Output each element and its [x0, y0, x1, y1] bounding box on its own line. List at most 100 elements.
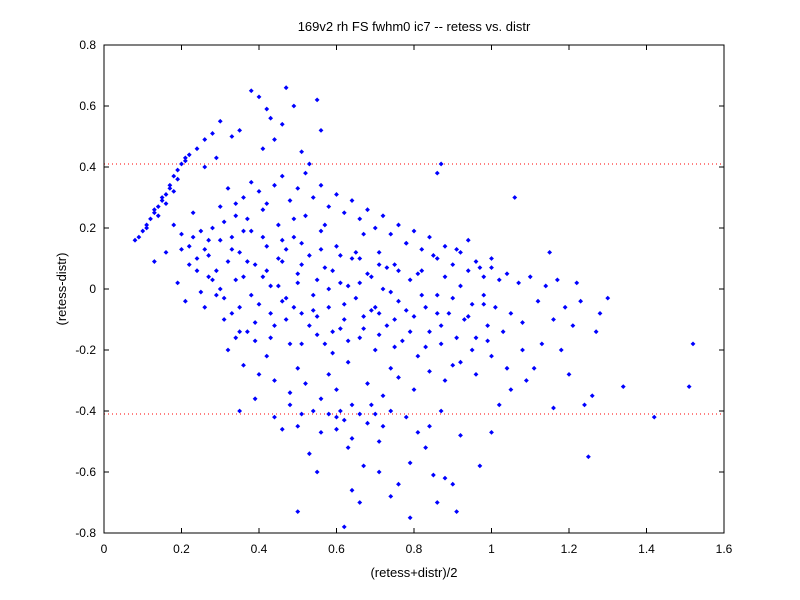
- data-point: [252, 338, 258, 344]
- data-point: [345, 338, 351, 344]
- data-point: [489, 353, 494, 359]
- data-point: [523, 378, 529, 383]
- data-point: [144, 225, 150, 231]
- data-point: [213, 155, 219, 161]
- data-point: [368, 307, 374, 313]
- data-point: [345, 445, 351, 450]
- data-point: [520, 347, 525, 353]
- x-tick-label: 0.6: [328, 542, 345, 556]
- data-point: [182, 298, 188, 304]
- data-point: [264, 268, 270, 274]
- data-point: [477, 463, 483, 469]
- data-point: [318, 228, 324, 234]
- data-point: [361, 314, 367, 319]
- data-point: [229, 234, 235, 240]
- data-point: [461, 317, 467, 322]
- data-point: [372, 225, 378, 231]
- data-point: [310, 195, 316, 200]
- data-point: [396, 268, 401, 274]
- data-point: [458, 283, 463, 289]
- data-point: [543, 283, 549, 289]
- data-point: [256, 189, 262, 194]
- data-point: [206, 237, 212, 243]
- data-point: [283, 246, 289, 252]
- data-point: [283, 317, 289, 322]
- data-point: [380, 423, 386, 429]
- data-point: [248, 292, 254, 298]
- data-point: [190, 210, 196, 216]
- data-point: [314, 469, 320, 475]
- data-point: [314, 277, 320, 283]
- data-point: [349, 198, 355, 203]
- data-point: [287, 198, 293, 203]
- data-point: [322, 341, 328, 347]
- data-point: [221, 219, 227, 225]
- data-point: [403, 307, 409, 313]
- data-point: [233, 277, 239, 283]
- data-point: [597, 311, 603, 316]
- data-point: [458, 250, 463, 255]
- data-point: [306, 253, 312, 258]
- data-point: [260, 274, 266, 280]
- data-point: [287, 390, 293, 396]
- data-point: [427, 368, 432, 374]
- data-point: [314, 332, 320, 338]
- data-point: [392, 317, 398, 322]
- data-point: [430, 253, 436, 258]
- data-point: [384, 323, 390, 328]
- data-point: [198, 228, 204, 234]
- data-point: [318, 246, 324, 252]
- data-point: [454, 509, 460, 515]
- data-point: [299, 240, 305, 246]
- data-point: [353, 295, 359, 301]
- data-point: [458, 359, 463, 365]
- data-point: [210, 225, 215, 231]
- data-point: [430, 472, 436, 478]
- data-point: [279, 173, 285, 179]
- data-point: [132, 237, 138, 243]
- data-point: [376, 469, 382, 475]
- data-point: [186, 243, 192, 249]
- data-point: [489, 256, 494, 261]
- data-point: [407, 277, 413, 283]
- data-point: [504, 365, 510, 371]
- data-point: [376, 311, 382, 316]
- data-point: [407, 460, 413, 466]
- data-point: [221, 295, 227, 301]
- data-point: [458, 433, 463, 438]
- data-point: [279, 259, 285, 264]
- data-point: [175, 167, 181, 173]
- data-point: [283, 85, 289, 91]
- data-point: [171, 173, 177, 179]
- data-point: [163, 192, 169, 197]
- data-point: [272, 137, 277, 142]
- data-point: [411, 228, 417, 234]
- data-point: [206, 253, 212, 258]
- data-point: [349, 436, 355, 441]
- data-point: [508, 387, 514, 393]
- data-point: [547, 250, 553, 255]
- y-tick-label: -0.4: [75, 404, 96, 418]
- data-point: [551, 405, 556, 411]
- data-point: [411, 314, 417, 319]
- data-point: [318, 128, 324, 133]
- data-point: [299, 311, 305, 316]
- data-point: [210, 131, 215, 136]
- data-point: [268, 335, 274, 341]
- data-point: [264, 106, 270, 112]
- data-point: [376, 262, 382, 267]
- data-point: [299, 262, 305, 267]
- data-point: [438, 408, 444, 414]
- data-point: [388, 289, 394, 295]
- data-point: [260, 146, 266, 152]
- data-point: [496, 277, 502, 283]
- data-point: [566, 372, 572, 377]
- data-point: [303, 381, 308, 386]
- data-point: [260, 234, 266, 240]
- data-point: [341, 317, 347, 322]
- data-point: [217, 237, 223, 243]
- data-point: [396, 375, 401, 380]
- data-point: [465, 314, 471, 319]
- data-point: [593, 329, 599, 335]
- data-point: [403, 414, 409, 420]
